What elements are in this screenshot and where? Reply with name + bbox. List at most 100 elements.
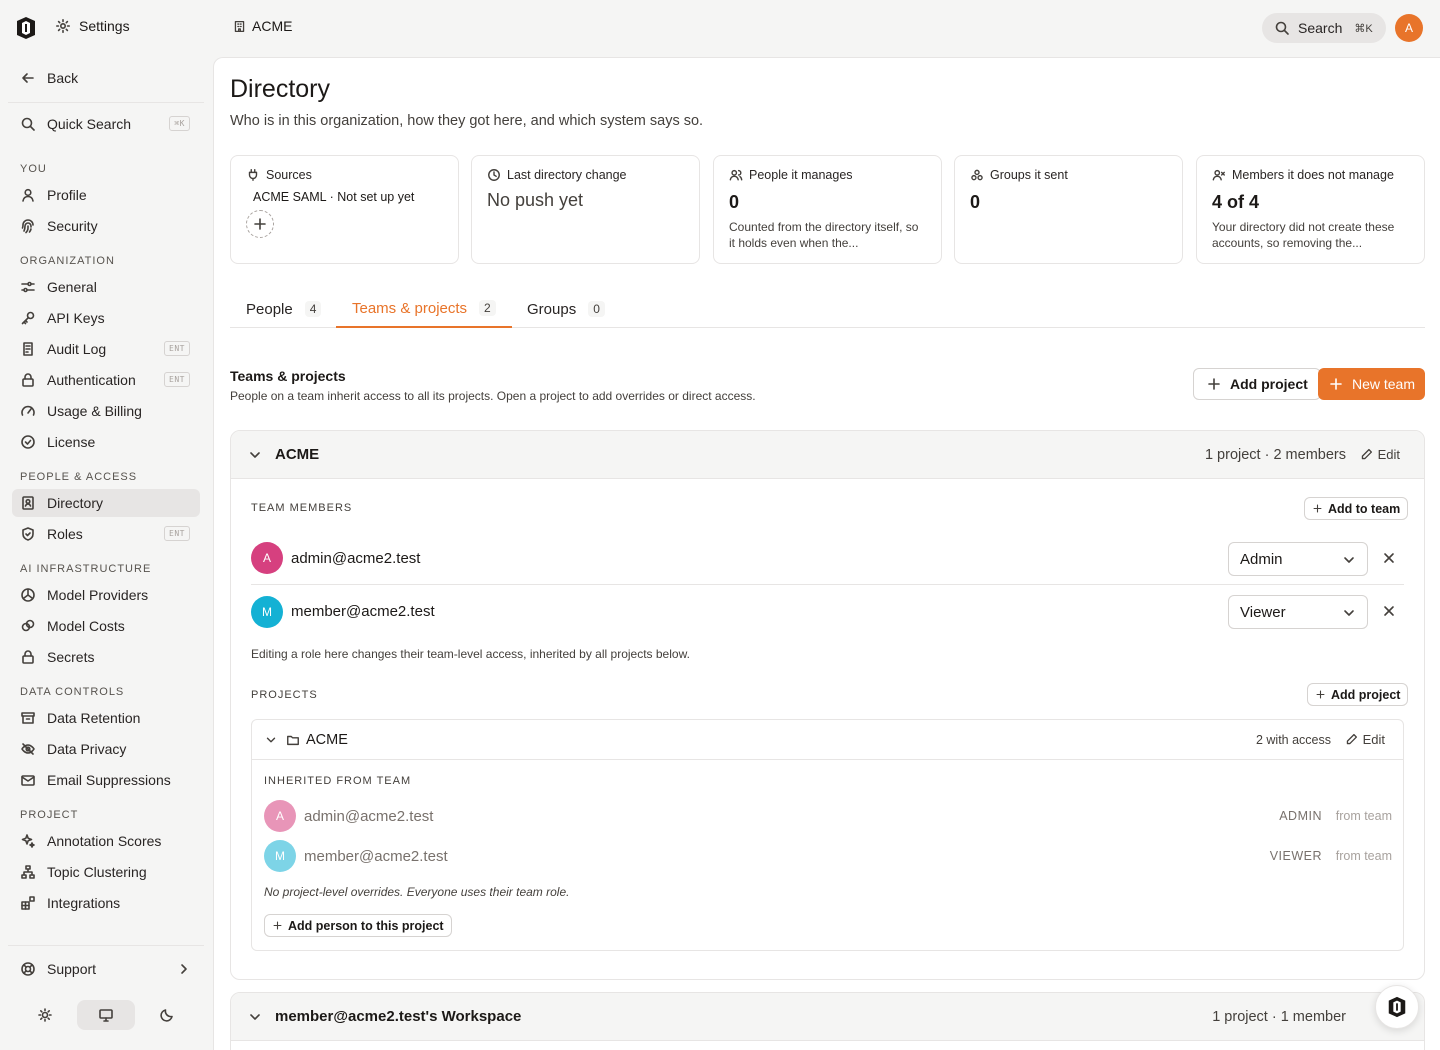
moon-icon bbox=[159, 1007, 175, 1023]
inherited-from: from team bbox=[1335, 849, 1392, 863]
sidebar-item-topic-clustering[interactable]: Topic Clustering bbox=[12, 858, 200, 886]
add-project-button[interactable]: Add project bbox=[1193, 368, 1321, 400]
team-name: ACME bbox=[275, 446, 320, 463]
main-panel: Directory Who is in this organization, h… bbox=[213, 57, 1440, 1050]
last-change-value: No push yet bbox=[487, 190, 584, 210]
chevron-down-icon[interactable] bbox=[247, 1009, 263, 1025]
sidebar-item-data-retention[interactable]: Data Retention bbox=[12, 704, 200, 732]
member-row: A admin@acme2.test Admin bbox=[251, 532, 1404, 585]
user-avatar[interactable]: A bbox=[1395, 14, 1423, 42]
sidebar-item-directory[interactable]: Directory bbox=[12, 489, 200, 517]
sidebar-item-email-suppressions[interactable]: Email Suppressions bbox=[12, 766, 200, 794]
page-title: Directory bbox=[230, 75, 331, 103]
tab-count: 4 bbox=[304, 301, 322, 317]
member-row: M member@acme2.test Viewer bbox=[251, 585, 1404, 638]
sidebar-item-model-providers[interactable]: Model Providers bbox=[12, 581, 200, 609]
arrow-left-icon bbox=[20, 70, 36, 86]
sidebar-item-model-costs[interactable]: Model Costs bbox=[12, 612, 200, 640]
app-logo-icon[interactable] bbox=[14, 15, 38, 41]
team-role-note: Editing a role here changes their team-l… bbox=[251, 647, 690, 661]
theme-light-button[interactable] bbox=[16, 1000, 74, 1030]
sidebar-item-label: Model Providers bbox=[47, 587, 149, 603]
people-managed-desc: Counted from the directory itself, so it… bbox=[729, 220, 919, 250]
people-managed-card: People it manages 0 Counted from the dir… bbox=[713, 155, 942, 264]
sidebar-item-general[interactable]: General bbox=[12, 273, 200, 301]
sidebar-item-roles[interactable]: Roles ENT bbox=[12, 520, 200, 548]
team-card: member@acme2.test's Workspace 1 project … bbox=[230, 992, 1425, 1050]
sidebar-item-data-privacy[interactable]: Data Privacy bbox=[12, 735, 200, 763]
edit-project-button[interactable]: Edit bbox=[1345, 732, 1385, 747]
inherited-row: M member@acme2.test VIEWER from team bbox=[264, 839, 1392, 873]
chevron-down-icon bbox=[1341, 605, 1357, 621]
sidebar-item-audit-log[interactable]: Audit Log ENT bbox=[12, 335, 200, 363]
not-managed-card: Members it does not manage 4 of 4 Your d… bbox=[1196, 155, 1425, 264]
close-icon[interactable] bbox=[1381, 550, 1397, 566]
pencil-icon bbox=[1345, 733, 1358, 746]
team-header[interactable]: member@acme2.test's Workspace 1 project … bbox=[231, 993, 1424, 1041]
role-select[interactable]: Admin bbox=[1228, 542, 1368, 576]
last-change-card: Last directory change No push yet bbox=[471, 155, 700, 264]
inherited-role: ADMIN bbox=[1279, 809, 1322, 823]
sidebar-item-annotation-scores[interactable]: Annotation Scores bbox=[12, 827, 200, 855]
chevron-down-icon[interactable] bbox=[264, 733, 278, 747]
ent-badge: ENT bbox=[164, 341, 190, 356]
section-data-controls: DATA CONTROLS bbox=[20, 686, 125, 698]
folder-icon bbox=[286, 733, 300, 747]
new-team-button[interactable]: New team bbox=[1318, 368, 1425, 400]
sidebar-item-api-keys[interactable]: API Keys bbox=[12, 304, 200, 332]
project-header[interactable]: ACME 2 with access Edit bbox=[252, 720, 1403, 760]
section-organization: ORGANIZATION bbox=[20, 255, 115, 267]
groups-sent-card: Groups it sent 0 bbox=[954, 155, 1183, 264]
source-entry: ACME SAML · Not set up yet bbox=[253, 190, 415, 204]
member-email: admin@acme2.test bbox=[291, 549, 421, 567]
team-meta: 1 project · 1 member bbox=[1212, 1008, 1346, 1025]
sun-icon bbox=[37, 1007, 53, 1023]
monitor-icon bbox=[98, 1007, 114, 1023]
sidebar-item-secrets[interactable]: Secrets bbox=[12, 643, 200, 671]
sidebar-item-support[interactable]: Support bbox=[12, 955, 200, 983]
last-change-label: Last directory change bbox=[507, 168, 627, 182]
scroll-icon bbox=[20, 341, 36, 357]
team-header[interactable]: ACME 1 project · 2 members Edit bbox=[231, 431, 1424, 479]
sidebar-item-integrations[interactable]: Integrations bbox=[12, 889, 200, 917]
sidebar-item-label: API Keys bbox=[47, 310, 105, 326]
tab-teams-projects[interactable]: Teams & projects 2 bbox=[336, 290, 512, 328]
close-icon[interactable] bbox=[1381, 603, 1397, 619]
project-card: ACME 2 with access Edit INHERITED FROM T… bbox=[251, 719, 1404, 951]
edit-team-button[interactable]: Edit bbox=[1360, 447, 1400, 462]
tab-groups[interactable]: Groups 0 bbox=[511, 290, 621, 328]
sidebar-item-label: Profile bbox=[47, 187, 87, 203]
sources-label: Sources bbox=[266, 168, 312, 182]
org-breadcrumb[interactable]: ACME bbox=[233, 18, 292, 34]
chevron-down-icon[interactable] bbox=[247, 447, 263, 463]
building-icon bbox=[233, 20, 246, 33]
back-link[interactable]: Back bbox=[12, 64, 200, 92]
sidebar-item-security[interactable]: Security bbox=[12, 212, 200, 240]
key-icon bbox=[20, 310, 36, 326]
quick-search[interactable]: Quick Search ⌘K bbox=[12, 110, 200, 138]
app-logo-icon bbox=[1388, 996, 1406, 1018]
sidebar-item-license[interactable]: License bbox=[12, 428, 200, 456]
add-person-to-project-button[interactable]: Add person to this project bbox=[264, 914, 452, 937]
add-project-small-button[interactable]: Add project bbox=[1307, 683, 1409, 706]
settings-label: Settings bbox=[79, 18, 130, 34]
add-source-button[interactable] bbox=[246, 210, 274, 238]
search-button[interactable]: Search ⌘K bbox=[1262, 13, 1386, 43]
contact-book-icon bbox=[20, 495, 36, 511]
add-person-label: Add person to this project bbox=[288, 918, 444, 933]
plus-icon bbox=[252, 216, 268, 232]
help-widget-button[interactable] bbox=[1375, 985, 1419, 1029]
sidebar-item-profile[interactable]: Profile bbox=[12, 181, 200, 209]
tab-people[interactable]: People 4 bbox=[230, 290, 337, 328]
sidebar-item-usage-billing[interactable]: Usage & Billing bbox=[12, 397, 200, 425]
tab-label: People bbox=[246, 300, 293, 318]
theme-system-button[interactable] bbox=[77, 1000, 135, 1030]
tab-label: Teams & projects bbox=[352, 299, 468, 317]
theme-dark-button[interactable] bbox=[138, 1000, 196, 1030]
sidebar-item-label: Directory bbox=[47, 495, 104, 511]
section-you: YOU bbox=[20, 163, 47, 175]
ent-badge: ENT bbox=[164, 372, 190, 387]
add-to-team-button[interactable]: Add to team bbox=[1304, 497, 1409, 520]
role-select[interactable]: Viewer bbox=[1228, 595, 1368, 629]
sidebar-item-authentication[interactable]: Authentication ENT bbox=[12, 366, 200, 394]
